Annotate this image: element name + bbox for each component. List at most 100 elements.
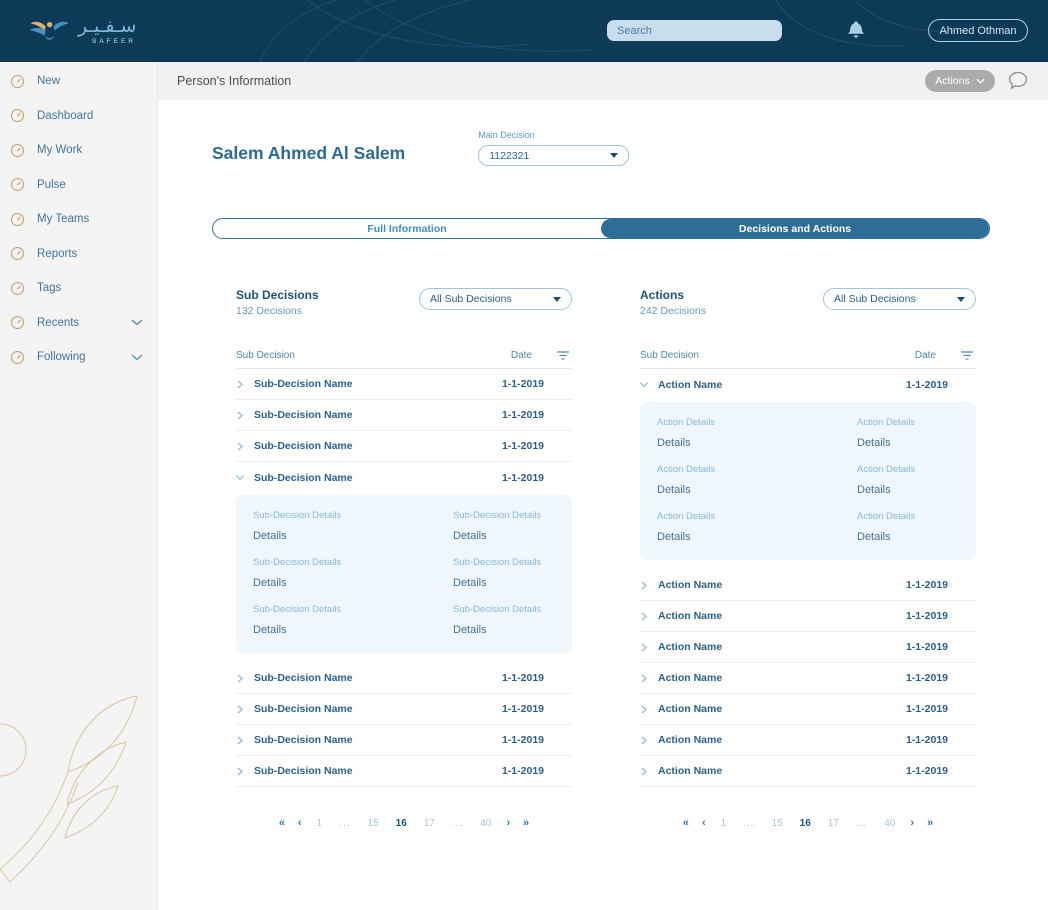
pagination-page[interactable]: 40 [480,817,492,829]
pagination-page[interactable]: 15 [771,817,783,829]
detail-label: Sub-Decision Details [453,510,542,521]
pagination-page[interactable]: 40 [884,817,896,829]
sub-decision-row-expanded[interactable]: Sub-Decision Name 1-1-2019 [236,462,572,493]
sidebar-item-my-work[interactable]: My Work [0,133,157,168]
chevron-right-icon[interactable] [640,643,649,652]
action-row[interactable]: Action Name 1-1-2019 [640,694,976,725]
chevron-right-icon[interactable] [236,380,245,389]
chevron-right-icon[interactable] [236,674,245,683]
chevron-down-icon[interactable] [131,354,143,361]
action-row[interactable]: Action Name 1-1-2019 [640,756,976,787]
sub-decision-date: 1-1-2019 [501,471,544,484]
notifications-bell-icon[interactable] [846,20,866,42]
sidebar-item-dashboard[interactable]: Dashboard [0,99,157,134]
chevron-right-icon[interactable] [640,705,649,714]
action-row[interactable]: Action Name 1-1-2019 [640,570,976,601]
tab-bar: Full Information Decisions and Actions [212,218,990,239]
sidebar-item-pulse[interactable]: Pulse [0,168,157,203]
sidebar-item-tags[interactable]: Tags [0,271,157,306]
page-title: Person's Information [177,74,292,88]
sidebar-item-recents[interactable]: Recents [0,306,157,341]
pagination-last-button[interactable]: » [927,817,934,829]
chevron-right-icon[interactable] [236,705,245,714]
chevron-right-icon[interactable] [640,612,649,621]
main-decision-select[interactable]: 1122321 [478,145,630,166]
chevron-down-icon[interactable] [640,380,649,389]
sub-decisions-filter-select[interactable]: All Sub Decisions [419,288,572,310]
chevron-down-icon[interactable] [236,473,245,482]
pagination-page[interactable]: 15 [367,817,379,829]
action-row[interactable]: Action Name 1-1-2019 [640,663,976,694]
detail-label: Sub-Decision Details [453,557,542,568]
action-row-expanded[interactable]: Action Name 1-1-2019 [640,369,976,400]
gauge-icon [10,246,25,261]
pagination-first-button[interactable]: « [278,817,285,829]
sidebar-item-label: Reports [37,247,78,260]
sub-decision-row[interactable]: Sub-Decision Name 1-1-2019 [236,431,572,462]
detail-value: Details [253,577,287,589]
action-row[interactable]: Action Name 1-1-2019 [640,632,976,663]
detail-value: Details [657,531,691,543]
sidebar-item-label: Recents [37,316,80,329]
chevron-right-icon[interactable] [640,736,649,745]
pagination-page[interactable]: 1 [720,817,727,829]
detail-cell: Action Details Details [657,417,857,449]
action-name: Action Name [658,641,723,653]
chevron-right-icon[interactable] [640,767,649,776]
user-profile-button[interactable]: Ahmed Othman [928,19,1028,42]
detail-value: Details [453,624,487,636]
chevron-right-icon[interactable] [640,674,649,683]
chevron-right-icon[interactable] [236,767,245,776]
sub-decisions-filter-value: All Sub Decisions [430,293,512,305]
sub-decision-row[interactable]: Sub-Decision Name 1-1-2019 [236,756,572,787]
brand-logo[interactable]: سـفـيـر SAFEER [28,11,136,51]
sub-decision-row[interactable]: Sub-Decision Name 1-1-2019 [236,663,572,694]
pagination-prev-button[interactable]: ‹ [297,817,302,829]
pagination-first-button[interactable]: « [682,817,689,829]
sub-decision-date: 1-1-2019 [501,765,544,777]
tab-decisions-and-actions[interactable]: Decisions and Actions [601,219,989,238]
sidebar-item-following[interactable]: Following [0,340,157,375]
pagination-page-current[interactable]: 16 [395,817,407,829]
pagination-page[interactable]: 1 [316,817,323,829]
chevron-right-icon[interactable] [236,736,245,745]
filter-icon[interactable] [556,350,570,362]
detail-cell: Action Details Details [657,464,857,496]
pagination-ellipsis: ... [339,817,351,829]
pagination-next-button[interactable]: › [910,817,915,829]
sub-decision-name: Sub-Decision Name [254,378,353,390]
chevron-right-icon[interactable] [236,411,245,420]
sub-decisions-table-header: Sub Decision Date [236,343,572,369]
action-row[interactable]: Action Name 1-1-2019 [640,725,976,756]
sub-decision-date: 1-1-2019 [501,378,544,390]
sub-decision-name: Sub-Decision Name [254,734,353,746]
sub-decision-row[interactable]: Sub-Decision Name 1-1-2019 [236,694,572,725]
sub-decision-row[interactable]: Sub-Decision Name 1-1-2019 [236,400,572,431]
tab-full-information[interactable]: Full Information [367,222,447,235]
detail-label: Sub-Decision Details [253,510,342,521]
pagination-page-current[interactable]: 16 [799,817,811,829]
sub-decision-date: 1-1-2019 [501,440,544,452]
pagination-page[interactable]: 17 [827,817,839,829]
actions-filter-select[interactable]: All Sub Decisions [823,288,976,310]
pagination-page[interactable]: 17 [423,817,435,829]
pagination-last-button[interactable]: » [523,817,530,829]
chevron-down-icon[interactable] [131,319,143,326]
sidebar-item-new[interactable]: New [0,64,157,99]
chevron-right-icon[interactable] [236,442,245,451]
search-input[interactable] [607,20,782,41]
sub-decision-row[interactable]: Sub-Decision Name 1-1-2019 [236,725,572,756]
action-row[interactable]: Action Name 1-1-2019 [640,601,976,632]
sub-decision-row[interactable]: Sub-Decision Name 1-1-2019 [236,369,572,400]
pagination-prev-button[interactable]: ‹ [701,817,706,829]
detail-cell: Sub-Decision Details Details [253,557,453,589]
chevron-right-icon[interactable] [640,581,649,590]
filter-icon[interactable] [960,350,974,362]
sidebar-item-reports[interactable]: Reports [0,237,157,272]
actions-panel: Actions 242 Decisions All Sub Decisions … [640,288,976,829]
sub-decision-name: Sub-Decision Name [254,440,353,452]
actions-dropdown-button[interactable]: Actions [925,70,995,92]
chat-bubble-icon[interactable] [1008,71,1028,90]
pagination-next-button[interactable]: › [506,817,511,829]
sidebar-item-my-teams[interactable]: My Teams [0,202,157,237]
